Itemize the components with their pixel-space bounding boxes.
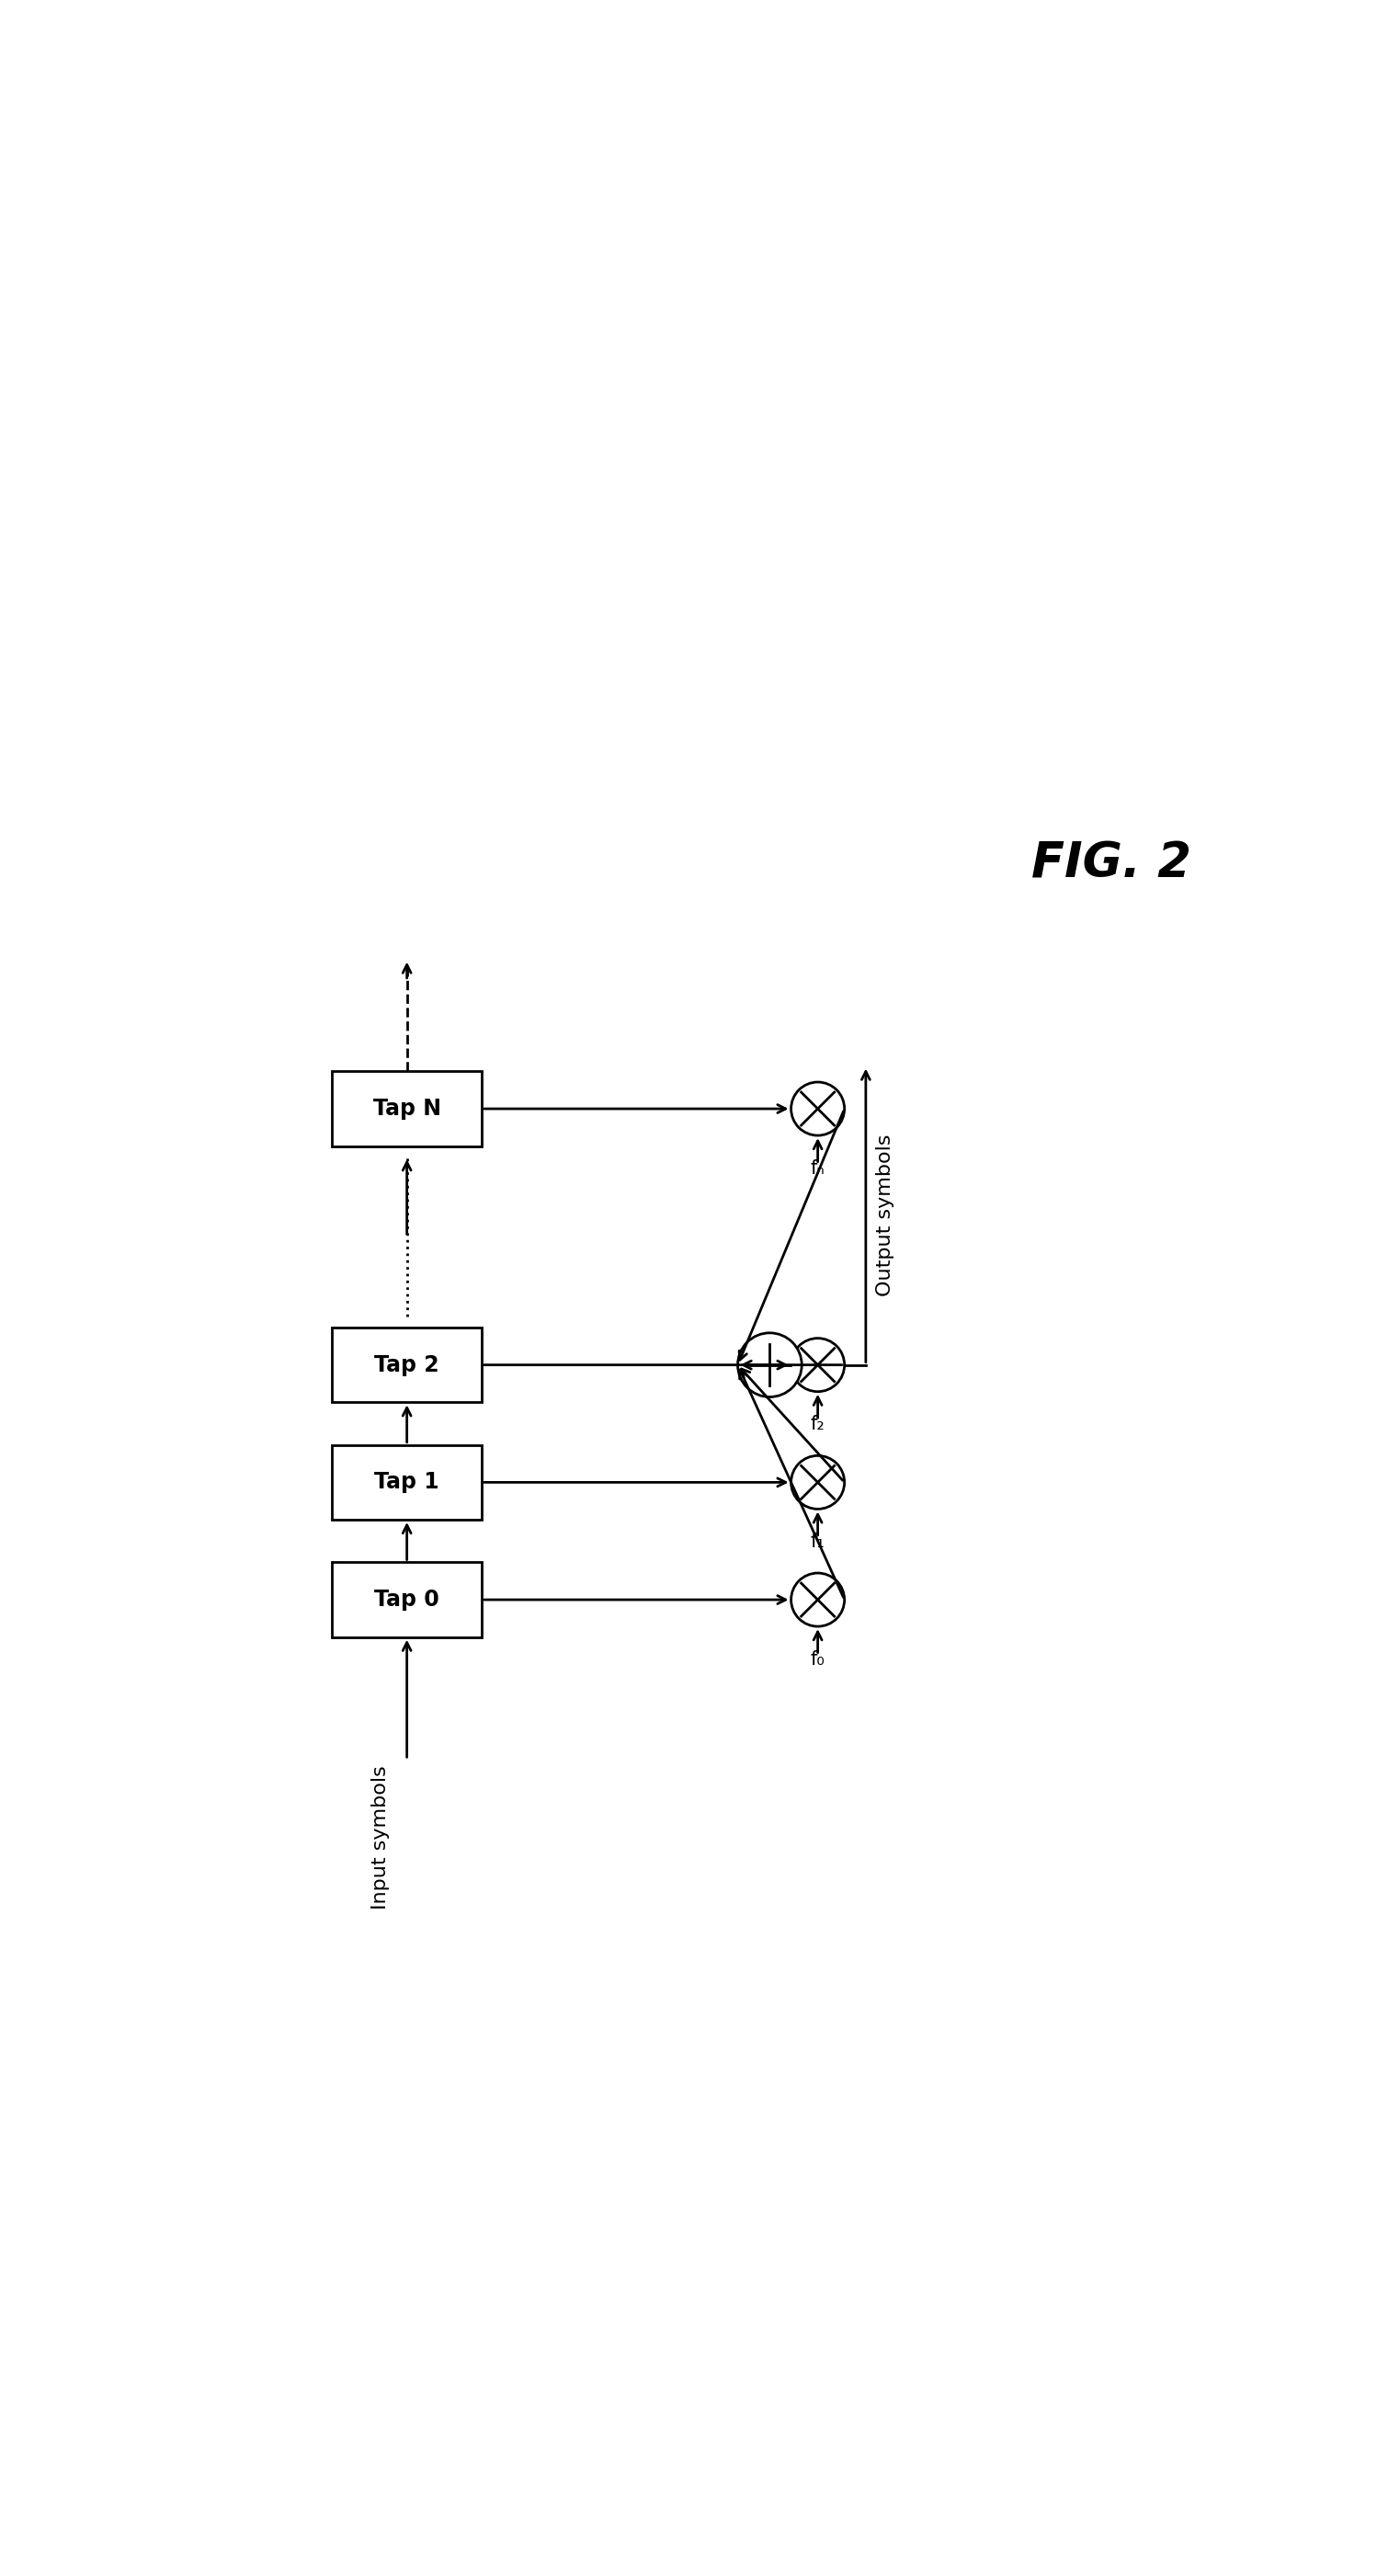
Text: fₙ: fₙ	[811, 1159, 825, 1177]
FancyBboxPatch shape	[332, 1564, 482, 1638]
Circle shape	[790, 1340, 844, 1391]
Text: Tap 1: Tap 1	[375, 1471, 439, 1494]
Text: Tap 2: Tap 2	[375, 1355, 439, 1376]
FancyBboxPatch shape	[332, 1445, 482, 1520]
Circle shape	[790, 1455, 844, 1510]
Text: Tap N: Tap N	[373, 1097, 441, 1121]
Text: FIG. 2: FIG. 2	[1031, 840, 1191, 886]
Text: f₀: f₀	[811, 1649, 825, 1669]
Circle shape	[738, 1332, 801, 1396]
Text: Output symbols: Output symbols	[877, 1133, 895, 1296]
Text: f₂: f₂	[811, 1414, 825, 1432]
Circle shape	[790, 1082, 844, 1136]
FancyBboxPatch shape	[332, 1072, 482, 1146]
Text: Input symbols: Input symbols	[370, 1765, 390, 1909]
FancyBboxPatch shape	[332, 1327, 482, 1401]
Text: Tap 0: Tap 0	[375, 1589, 439, 1610]
Text: f₁: f₁	[811, 1533, 825, 1551]
Circle shape	[790, 1574, 844, 1625]
